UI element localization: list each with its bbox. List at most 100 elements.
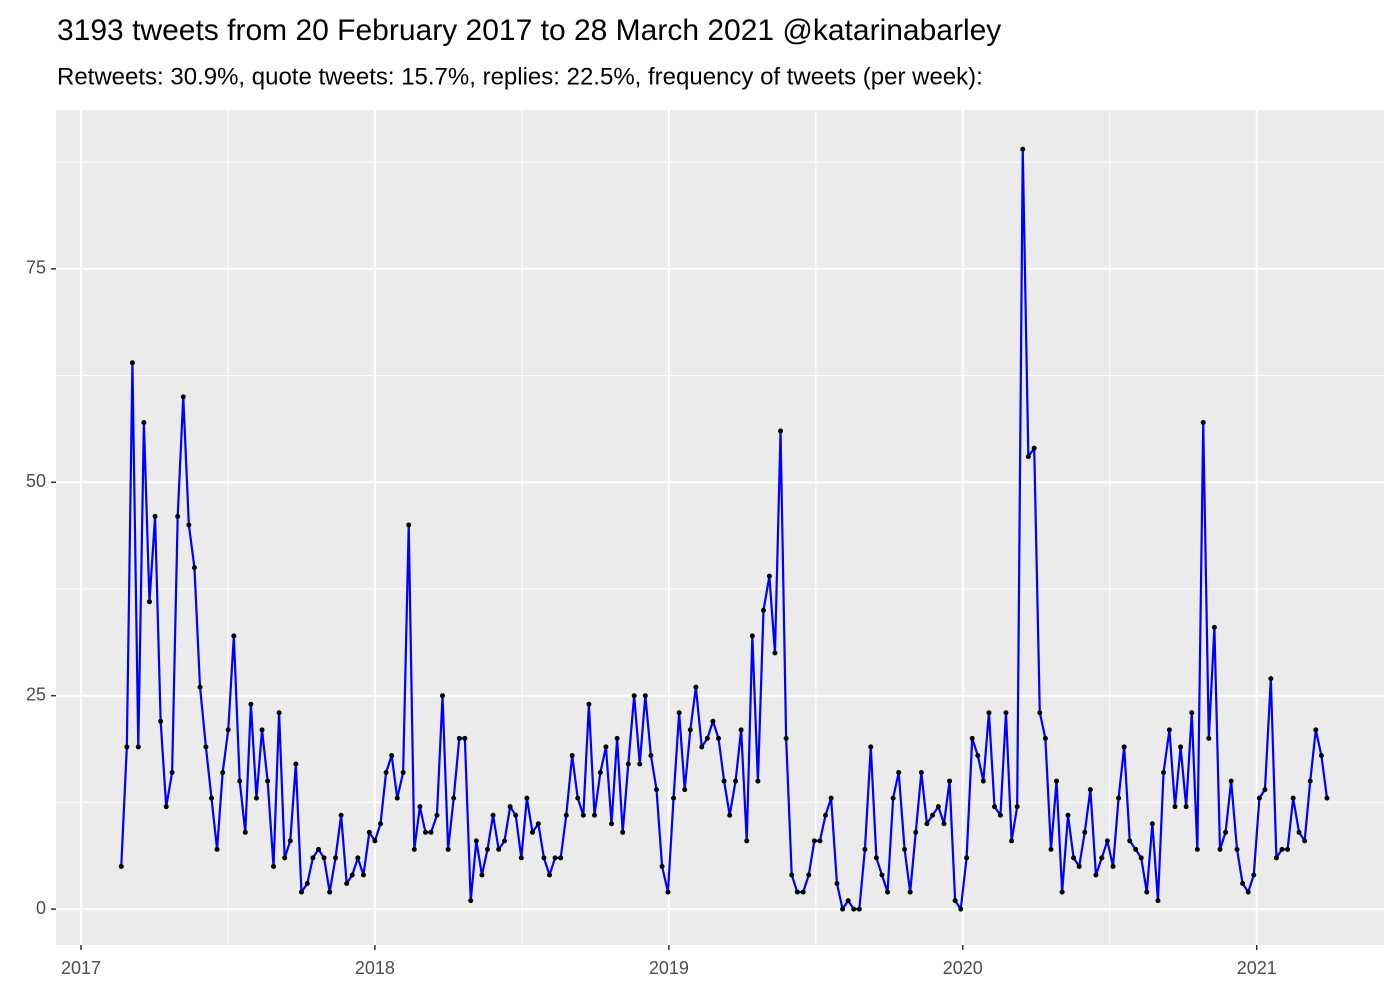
point [355,855,361,861]
point [676,710,682,716]
point [828,795,834,801]
point [1149,821,1155,827]
point [422,829,428,835]
point [1127,838,1133,844]
point [1003,710,1009,716]
point [1285,846,1291,852]
point [197,684,203,690]
point [778,428,784,434]
point [1200,419,1206,425]
point [366,829,372,835]
point [907,889,913,895]
point [885,889,891,895]
point [389,752,395,758]
point [400,770,406,776]
point [614,735,620,741]
point [225,727,231,733]
point [327,889,333,895]
point [648,752,654,758]
point [344,881,350,887]
point [1031,445,1037,451]
point [975,752,981,758]
point [986,710,992,716]
point [186,522,192,528]
point [738,727,744,733]
point [242,829,248,835]
point [642,693,648,699]
point [298,889,304,895]
point [1183,804,1189,810]
point [372,838,378,844]
point [575,795,581,801]
point [203,744,209,750]
point [1256,795,1262,801]
point [1279,846,1285,852]
point [721,778,727,784]
point [631,693,637,699]
point [1290,795,1296,801]
point [992,804,998,810]
point [456,735,462,741]
point [541,855,547,861]
point [958,906,964,912]
point [315,846,321,852]
point [191,565,197,571]
point [1161,770,1167,776]
point [1059,889,1065,895]
point [947,778,953,784]
point [1296,829,1302,835]
point [129,360,135,366]
point [1065,812,1071,818]
point [637,761,643,767]
point [428,829,434,835]
point [1189,710,1195,716]
point [873,855,879,861]
point [772,650,778,656]
point [969,735,975,741]
point [941,821,947,827]
point [980,778,986,784]
point [1313,727,1319,733]
point [890,795,896,801]
x-tick-label: 2017 [61,958,101,978]
chart-subtitle: Retweets: 30.9%, quote tweets: 15.7%, re… [57,63,983,90]
plot-panel [56,110,1384,945]
point [507,804,513,810]
point [349,872,355,878]
point [282,855,288,861]
point [569,752,575,758]
point [1054,778,1060,784]
point [158,718,164,724]
point [597,770,603,776]
point [755,778,761,784]
point [879,872,885,878]
point [817,838,823,844]
point [276,710,282,716]
point [411,846,417,852]
point [1273,855,1279,861]
point [231,633,237,639]
point [1082,829,1088,835]
y-tick-label: 75 [26,258,46,278]
point [671,795,677,801]
point [1121,744,1127,750]
point [896,770,902,776]
point [141,419,147,425]
point [1223,829,1229,835]
point [766,573,772,579]
point [794,889,800,895]
point [496,846,502,852]
point [586,701,592,707]
point [440,693,446,699]
point [1228,778,1234,784]
point [1245,889,1251,895]
point [1234,846,1240,852]
point [800,889,806,895]
point [563,812,569,818]
point [394,795,400,801]
point [1307,778,1313,784]
point [749,633,755,639]
point [1138,855,1144,861]
point [609,821,615,827]
